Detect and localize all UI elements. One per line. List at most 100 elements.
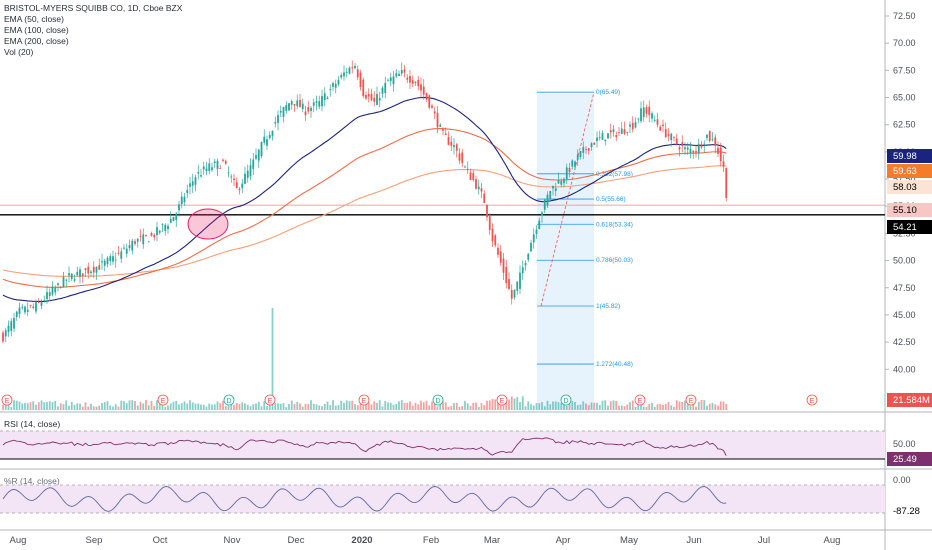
volume-bar (312, 403, 315, 410)
volume-bar (131, 400, 134, 410)
volume-bar (609, 401, 612, 410)
volume-bar (488, 400, 491, 410)
volume-bar (345, 400, 348, 410)
volume-bar (656, 404, 659, 410)
volume-bar (21, 403, 24, 410)
volume-bar (695, 406, 697, 410)
volume-bar (648, 403, 651, 410)
candle-body (431, 105, 433, 108)
volume-bar (332, 400, 334, 410)
volume-bar (414, 402, 417, 410)
candle-body (136, 238, 139, 242)
volume-bar (505, 399, 508, 410)
volume-bar (700, 400, 703, 410)
price-tick-label: 42.50 (893, 337, 916, 347)
volume-bar (519, 401, 521, 410)
candle-body (563, 178, 565, 184)
legend-ema50[interactable]: EMA (50, close) (4, 14, 64, 24)
wr-pane-label[interactable]: %R (14, close) (4, 476, 60, 486)
candle-body (629, 124, 631, 127)
event-marker-label: E (500, 398, 505, 405)
candle-body (307, 107, 310, 112)
candle-body (552, 185, 554, 189)
candle-body (158, 230, 161, 233)
candle-body (519, 272, 521, 289)
volume-bar (417, 404, 420, 410)
legend-volume[interactable]: Vol (20) (4, 47, 34, 57)
candle-body (686, 147, 689, 150)
price-tick-label: 45.00 (893, 310, 916, 320)
volume-bar (255, 403, 257, 410)
volume-bar (10, 406, 13, 410)
volume-bar (373, 401, 376, 410)
volume-bar (73, 404, 76, 410)
volume-bar (249, 406, 252, 410)
event-marker-label: E (5, 398, 10, 405)
volume-bar (57, 406, 59, 410)
ema200-value-badge: 58.03 (893, 182, 917, 193)
candle-body (227, 172, 230, 174)
candle-body (260, 141, 263, 157)
candle-body (65, 279, 68, 281)
volume-bar (469, 405, 472, 410)
ema50-line (2, 96, 727, 302)
candle-body (722, 161, 725, 167)
candle-body (706, 134, 708, 138)
candle-body (249, 165, 252, 177)
candle-body (76, 271, 79, 276)
candle-body (230, 176, 233, 178)
volume-bar (76, 403, 79, 410)
volume-bar (719, 401, 722, 410)
volume-bar (620, 405, 623, 410)
volume-bar (425, 400, 428, 410)
fib-level-label: 1(45.82) (596, 303, 620, 310)
event-marker-label: D (226, 398, 231, 405)
volume-bar (271, 308, 274, 410)
rsi-value-badge-bg (887, 452, 932, 466)
legend-ema200[interactable]: EMA (200, close) (4, 36, 69, 46)
candle-body (337, 79, 340, 85)
event-marker-label: E (638, 398, 643, 405)
candle-body (494, 235, 497, 246)
volume-bar (384, 401, 387, 410)
candle-body (29, 305, 32, 307)
candle-body (90, 271, 92, 274)
candle-body (134, 241, 136, 244)
candle-body (568, 168, 571, 173)
volume-bar (120, 400, 123, 410)
candle-body (623, 129, 626, 134)
candle-body (582, 147, 585, 153)
ema100-value-badge-bg (887, 164, 932, 178)
volume-bar (565, 406, 568, 410)
volume-bar (277, 403, 279, 410)
rsi-pane-label[interactable]: RSI (14, close) (4, 419, 61, 429)
candle-body (576, 154, 579, 160)
candle-body (296, 100, 299, 107)
volume-bar (409, 401, 411, 410)
volume-bar (202, 404, 205, 410)
candle-body (169, 218, 172, 223)
volume-bar (348, 401, 351, 410)
event-marker-circle (560, 394, 572, 406)
volume-bar (307, 403, 310, 410)
volume-bar (205, 406, 208, 410)
time-tick-label: Nov (224, 535, 241, 546)
event-marker-circle (157, 394, 169, 406)
candle-body (348, 67, 351, 74)
volume-bar (334, 405, 337, 410)
volume-bar (612, 400, 615, 410)
volume-bar (678, 401, 681, 410)
volume-bar (79, 403, 81, 410)
volume-bar (315, 404, 318, 410)
volume-bar (499, 401, 502, 410)
candle-body (593, 142, 596, 145)
candle-body (453, 145, 455, 148)
candle-body (156, 227, 158, 236)
candle-body (59, 287, 62, 289)
candle-body (282, 107, 285, 117)
volume-bar (40, 400, 43, 410)
candle-body (304, 111, 307, 116)
candle-body (191, 181, 194, 186)
legend-ema100[interactable]: EMA (100, close) (4, 25, 69, 35)
